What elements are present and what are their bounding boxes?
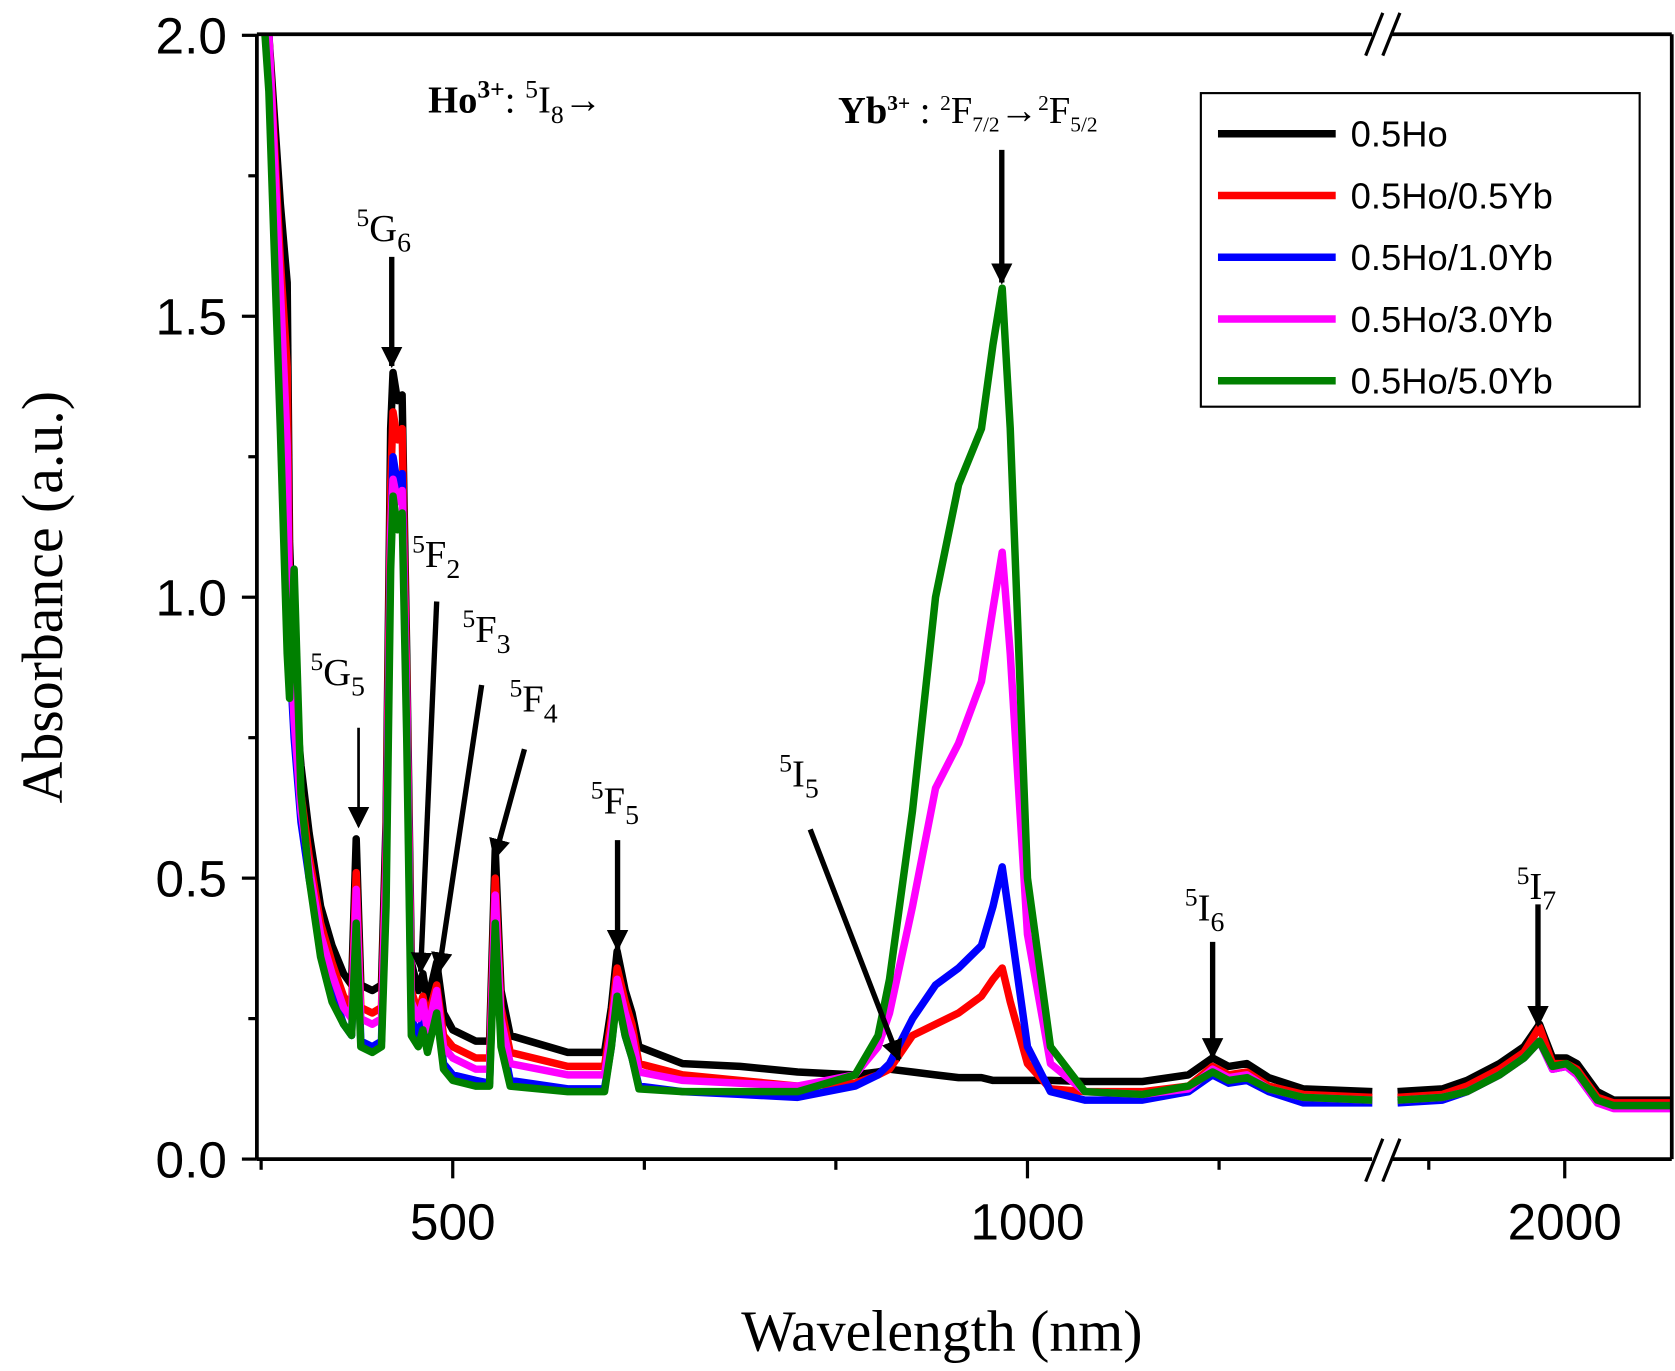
series-line-2-right: [1397, 1023, 1671, 1107]
level-label-5F5: 5F5: [591, 775, 639, 831]
arrow-icon: [431, 684, 485, 974]
level-label-5F2: 5F2: [412, 529, 460, 585]
legend-label: 0.5Ho/5.0Yb: [1351, 361, 1553, 402]
series-line-5-left: [261, 34, 1373, 1104]
legend-label: 0.5Ho/0.5Yb: [1351, 175, 1553, 216]
axis-break-marks: [1364, 12, 1402, 1183]
y-tick-label: 2.0: [156, 7, 227, 65]
legend-label: 0.5Ho: [1351, 114, 1448, 155]
x-tick-label: 1000: [970, 1192, 1084, 1250]
level-label-5I5: 5I5: [779, 749, 819, 805]
y-tick-label: 1.0: [156, 568, 227, 626]
x-axis-title: Wavelength (nm): [741, 1300, 1142, 1364]
level-label-5G6: 5G6: [356, 203, 411, 259]
x-tick-label: 2000: [1508, 1192, 1622, 1250]
arrow-icon: [489, 748, 528, 861]
arrow-icon: [807, 828, 903, 1062]
legend-label: 0.5Ho/1.0Yb: [1351, 237, 1553, 278]
arrow-icon: [410, 601, 440, 974]
y-tick-label: 0.5: [156, 849, 227, 907]
plot-frame: [255, 32, 1674, 1161]
axis-ticks: 0.0 0.5 1.0 1.5 2.0 500 1000 2000: [156, 7, 1622, 1251]
level-label-5I6: 5I6: [1185, 882, 1225, 938]
y-axis-title: Absorbance (a.u.): [11, 391, 75, 803]
level-label-5I7: 5I7: [1517, 861, 1557, 917]
yb-transition-header: Yb3+ : 2F7/2→2F5/2: [838, 90, 1098, 137]
x-tick-label: 500: [410, 1192, 496, 1250]
y-tick-label: 1.5: [156, 287, 227, 345]
legend-box: [1199, 92, 1641, 408]
level-label-5F3: 5F3: [462, 604, 510, 660]
level-label-5F4: 5F4: [509, 674, 557, 730]
series-line-5-right: [1397, 1037, 1671, 1110]
level-label-5G5: 5G5: [310, 647, 365, 703]
legend-label: 0.5Ho/3.0Yb: [1351, 299, 1553, 340]
ho-transition-header: Ho3+: 5I8→: [428, 74, 602, 129]
series-layer: [261, 34, 1671, 1113]
legend: 0.5Ho 0.5Ho/0.5Yb 0.5Ho/1.0Yb 0.5Ho/3.0Yb 0.…: [1199, 92, 1641, 408]
y-tick-label: 0.0: [156, 1130, 227, 1188]
annotations: Ho3+: 5I8→ Yb3+ : 2F7/2→2F5/2 5G65G55F25…: [310, 74, 1557, 1062]
